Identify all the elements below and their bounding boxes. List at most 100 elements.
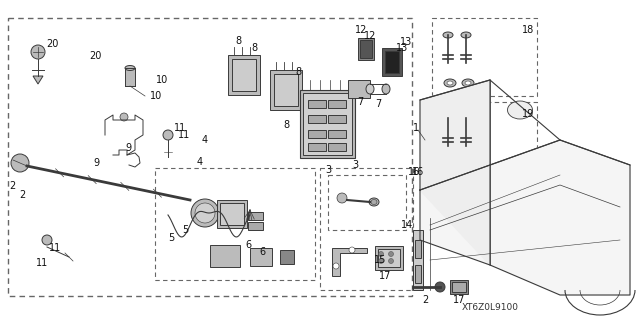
Text: 9: 9 bbox=[94, 158, 100, 168]
Bar bbox=[300, 90, 355, 158]
Circle shape bbox=[333, 263, 339, 269]
Circle shape bbox=[388, 258, 394, 263]
Bar bbox=[382, 48, 402, 76]
Ellipse shape bbox=[191, 199, 219, 227]
Text: 12: 12 bbox=[364, 31, 376, 41]
Ellipse shape bbox=[125, 65, 135, 70]
Text: 5: 5 bbox=[182, 225, 188, 235]
Bar bbox=[308, 115, 326, 123]
Text: 20: 20 bbox=[89, 51, 101, 61]
Text: 5: 5 bbox=[168, 233, 174, 243]
Text: 12: 12 bbox=[355, 25, 367, 35]
Text: 11: 11 bbox=[178, 130, 190, 140]
Text: 13: 13 bbox=[396, 43, 408, 53]
Bar bbox=[274, 74, 298, 106]
Bar bbox=[432, 102, 537, 180]
Bar bbox=[328, 175, 406, 230]
Text: 2: 2 bbox=[19, 190, 25, 200]
Circle shape bbox=[163, 130, 173, 140]
Bar bbox=[452, 282, 466, 292]
Text: 8: 8 bbox=[235, 36, 241, 46]
Text: XT6Z0L9100: XT6Z0L9100 bbox=[461, 303, 518, 313]
Bar bbox=[303, 93, 352, 155]
Bar bbox=[232, 59, 256, 91]
Bar bbox=[8, 18, 412, 296]
Ellipse shape bbox=[462, 79, 474, 87]
Bar bbox=[248, 222, 263, 230]
Ellipse shape bbox=[195, 203, 215, 223]
Text: 3: 3 bbox=[352, 160, 358, 170]
Text: 15: 15 bbox=[374, 255, 387, 265]
Text: 8: 8 bbox=[251, 43, 257, 53]
Bar bbox=[358, 38, 374, 60]
Bar bbox=[328, 143, 346, 151]
Ellipse shape bbox=[443, 115, 453, 121]
Bar bbox=[328, 100, 346, 108]
Ellipse shape bbox=[462, 162, 474, 170]
Polygon shape bbox=[332, 248, 367, 276]
Ellipse shape bbox=[366, 84, 374, 94]
Bar bbox=[217, 200, 247, 228]
Text: 14: 14 bbox=[401, 220, 413, 230]
Text: 8: 8 bbox=[295, 67, 301, 77]
Ellipse shape bbox=[461, 32, 471, 38]
Ellipse shape bbox=[444, 162, 456, 170]
Text: 20: 20 bbox=[46, 39, 58, 49]
Bar bbox=[308, 143, 326, 151]
Text: 11: 11 bbox=[174, 123, 186, 133]
Ellipse shape bbox=[447, 164, 453, 168]
Circle shape bbox=[388, 251, 394, 256]
Bar bbox=[415, 240, 421, 258]
Bar bbox=[228, 55, 260, 95]
Polygon shape bbox=[33, 76, 43, 84]
Bar bbox=[320, 168, 413, 290]
Ellipse shape bbox=[444, 79, 456, 87]
Bar bbox=[280, 250, 294, 264]
Text: 7: 7 bbox=[375, 99, 381, 109]
Text: 2: 2 bbox=[422, 295, 428, 305]
Text: 11: 11 bbox=[36, 258, 48, 268]
Text: 6: 6 bbox=[245, 240, 251, 250]
Ellipse shape bbox=[461, 115, 471, 121]
Bar bbox=[413, 230, 423, 290]
Text: 4: 4 bbox=[202, 135, 208, 145]
Ellipse shape bbox=[369, 198, 379, 206]
Circle shape bbox=[31, 45, 45, 59]
Text: 19: 19 bbox=[522, 109, 534, 119]
Text: 4: 4 bbox=[197, 157, 203, 167]
Bar bbox=[450, 280, 468, 294]
Bar bbox=[328, 130, 346, 138]
Bar bbox=[432, 18, 537, 96]
Bar bbox=[328, 115, 346, 123]
Text: 17: 17 bbox=[453, 295, 465, 305]
Circle shape bbox=[435, 282, 445, 292]
Text: 10: 10 bbox=[150, 91, 163, 101]
Text: 10: 10 bbox=[156, 75, 168, 85]
Text: 13: 13 bbox=[400, 37, 412, 47]
Bar bbox=[155, 168, 315, 280]
Ellipse shape bbox=[508, 101, 532, 119]
Text: 17: 17 bbox=[379, 271, 391, 281]
Bar bbox=[378, 249, 400, 267]
Polygon shape bbox=[420, 140, 630, 295]
Text: 6: 6 bbox=[259, 247, 265, 257]
Text: 16: 16 bbox=[412, 167, 424, 177]
Circle shape bbox=[378, 251, 383, 256]
Text: 9: 9 bbox=[125, 143, 131, 153]
Circle shape bbox=[120, 113, 128, 121]
Bar bbox=[308, 130, 326, 138]
Bar bbox=[220, 203, 244, 225]
Polygon shape bbox=[125, 68, 135, 86]
Text: 18: 18 bbox=[522, 25, 534, 35]
Polygon shape bbox=[420, 80, 490, 265]
Text: 11: 11 bbox=[49, 243, 61, 253]
Bar bbox=[415, 265, 421, 283]
Ellipse shape bbox=[371, 199, 377, 204]
Circle shape bbox=[337, 193, 347, 203]
Text: 2: 2 bbox=[9, 181, 15, 191]
Text: 7: 7 bbox=[357, 97, 363, 107]
Text: 1: 1 bbox=[413, 123, 419, 133]
Bar bbox=[348, 80, 370, 98]
Ellipse shape bbox=[447, 81, 453, 85]
Bar bbox=[210, 245, 240, 267]
